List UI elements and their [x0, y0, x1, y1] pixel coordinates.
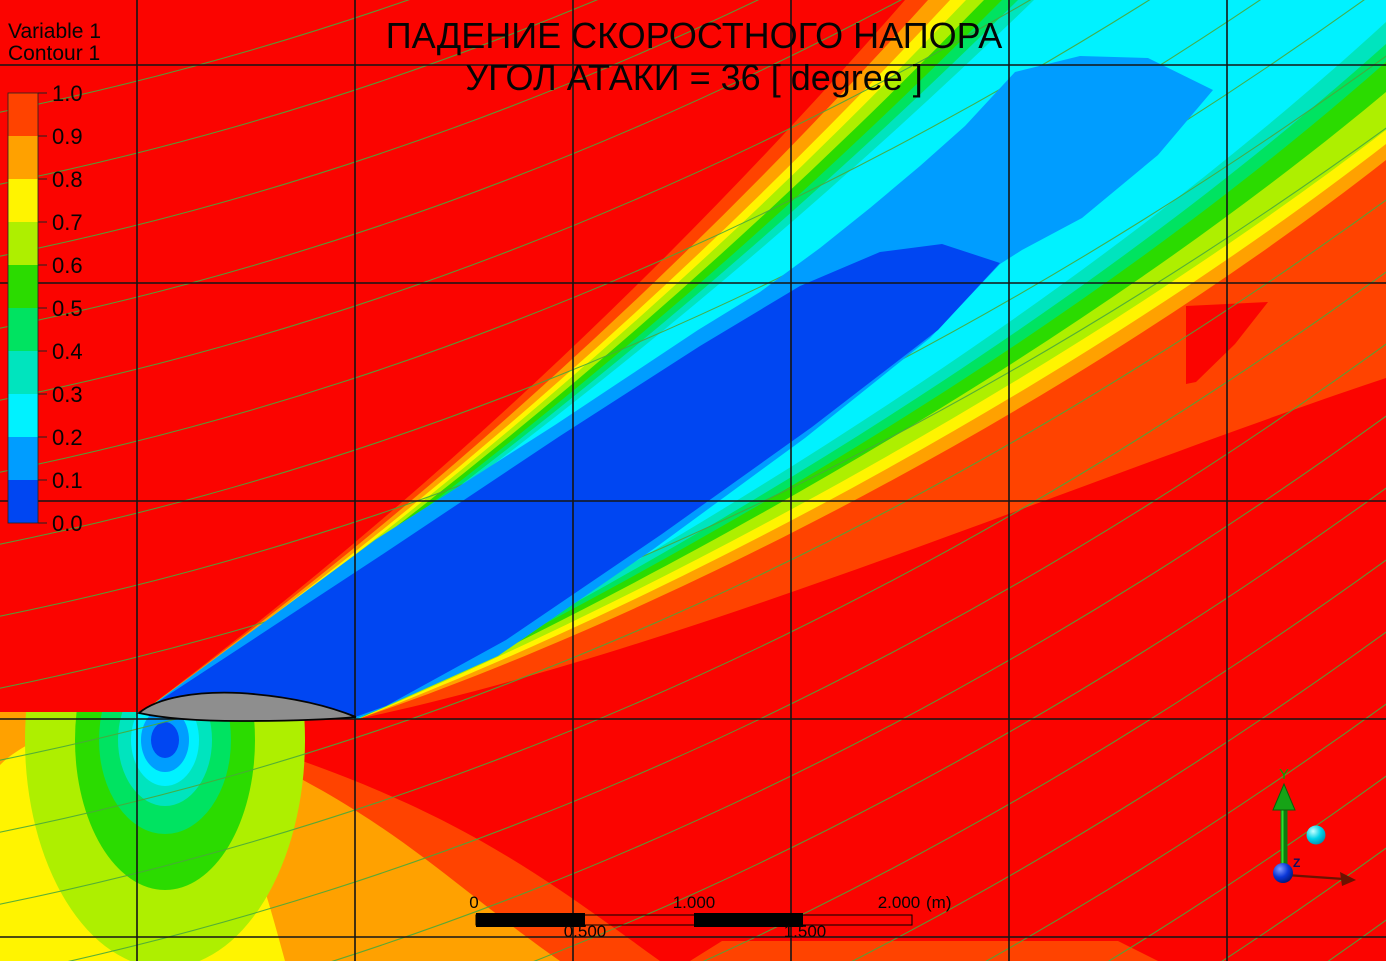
- contour-strip-orange-red: [690, 941, 1158, 961]
- streamline: [0, 0, 1032, 401]
- ruler-segment-filled-2: [694, 913, 803, 927]
- streamline: [331, 415, 1386, 961]
- title-line-2: УГОЛ АТАКИ = 36 [ degree ]: [465, 57, 923, 98]
- streamline: [0, 0, 1151, 473]
- x-axis-arrowhead: [1340, 872, 1356, 886]
- legend-level-label: 0.2: [52, 425, 83, 450]
- ruler-label-1000: 1.000: [673, 893, 716, 912]
- streamline: [851, 631, 1386, 961]
- legend-level-label: 0.5: [52, 296, 83, 321]
- legend-color-band: [8, 136, 38, 179]
- streamline: [702, 559, 1386, 961]
- streamline: [0, 0, 902, 329]
- streamline: [0, 199, 1386, 833]
- ruler-unit-label: (m): [926, 893, 951, 912]
- legend-level-label: 0.8: [52, 167, 83, 192]
- legend-level-label: 0.0: [52, 511, 83, 536]
- legend-level-label: 0.7: [52, 210, 83, 235]
- legend-color-band: [8, 222, 38, 265]
- ruler-label-1500: 1.500: [784, 922, 827, 941]
- z-axis-ball-blue: [1273, 863, 1293, 883]
- ruler-label-0: 0: [469, 893, 478, 912]
- streamline: [985, 703, 1386, 961]
- x-axis-arrow: [1285, 873, 1345, 881]
- legend-color-band: [8, 351, 38, 394]
- legend-color-band: [8, 265, 38, 308]
- legend-level-label: 0.3: [52, 382, 83, 407]
- legend-level-label: 0.1: [52, 468, 83, 493]
- legend-level-label: 0.4: [52, 339, 83, 364]
- streamline: [0, 0, 410, 113]
- legend-color-band: [8, 179, 38, 222]
- streamline: [1107, 775, 1386, 961]
- airfoil: [139, 692, 356, 721]
- streamline: [0, 0, 599, 185]
- legend-colorbar: 1.0 0.9 0.8 0.7 0.6 0.5 0.4 0.3 0.2 0.1 0.0: [7, 81, 83, 536]
- legend-level-label: 0.6: [52, 253, 83, 278]
- streamline: [0, 0, 760, 257]
- title-line-1: ПАДЕНИЕ СКОРОСТНОГО НАПОРА: [386, 15, 1003, 56]
- legend-color-band: [8, 480, 38, 523]
- ruler-label-2000: 2.000: [878, 893, 921, 912]
- stagnation-rings: [25, 712, 305, 961]
- legend: Variable 1 Contour 1 1.0 0.9 0.8 0.7 0.6 0.5 0…: [7, 20, 101, 536]
- coordinate-triad: Y Z: [1272, 766, 1356, 886]
- scale-ruler: 0 1.000 2.000 (m) 0.500 1.500: [469, 893, 951, 941]
- z-axis-label: Z: [1293, 856, 1300, 870]
- airfoil-outline: [137, 691, 357, 722]
- streamline: [0, 271, 1386, 905]
- ruler-segment-filled-1: [476, 913, 585, 927]
- legend-level-label: 0.9: [52, 124, 83, 149]
- streamline: [533, 487, 1386, 961]
- front-axis-ball-cyan: [1306, 825, 1326, 845]
- y-axis-arrowhead: [1272, 782, 1296, 811]
- plot-title: ПАДЕНИЕ СКОРОСТНОГО НАПОРА УГОЛ АТАКИ = …: [386, 15, 1003, 98]
- legend-variable-label: Variable 1: [8, 20, 101, 43]
- ring-blue-core: [151, 722, 179, 758]
- legend-contour-label: Contour 1: [8, 42, 100, 65]
- legend-color-band: [8, 394, 38, 437]
- legend-color-band: [8, 308, 38, 351]
- ruler-label-0500: 0.500: [564, 922, 607, 941]
- legend-level-label: 1.0: [52, 81, 83, 106]
- y-axis-label: Y: [1279, 766, 1289, 783]
- streamline: [67, 343, 1386, 961]
- legend-color-band: [8, 437, 38, 480]
- legend-color-band: [8, 93, 38, 136]
- wake-core-blue: [150, 244, 1000, 716]
